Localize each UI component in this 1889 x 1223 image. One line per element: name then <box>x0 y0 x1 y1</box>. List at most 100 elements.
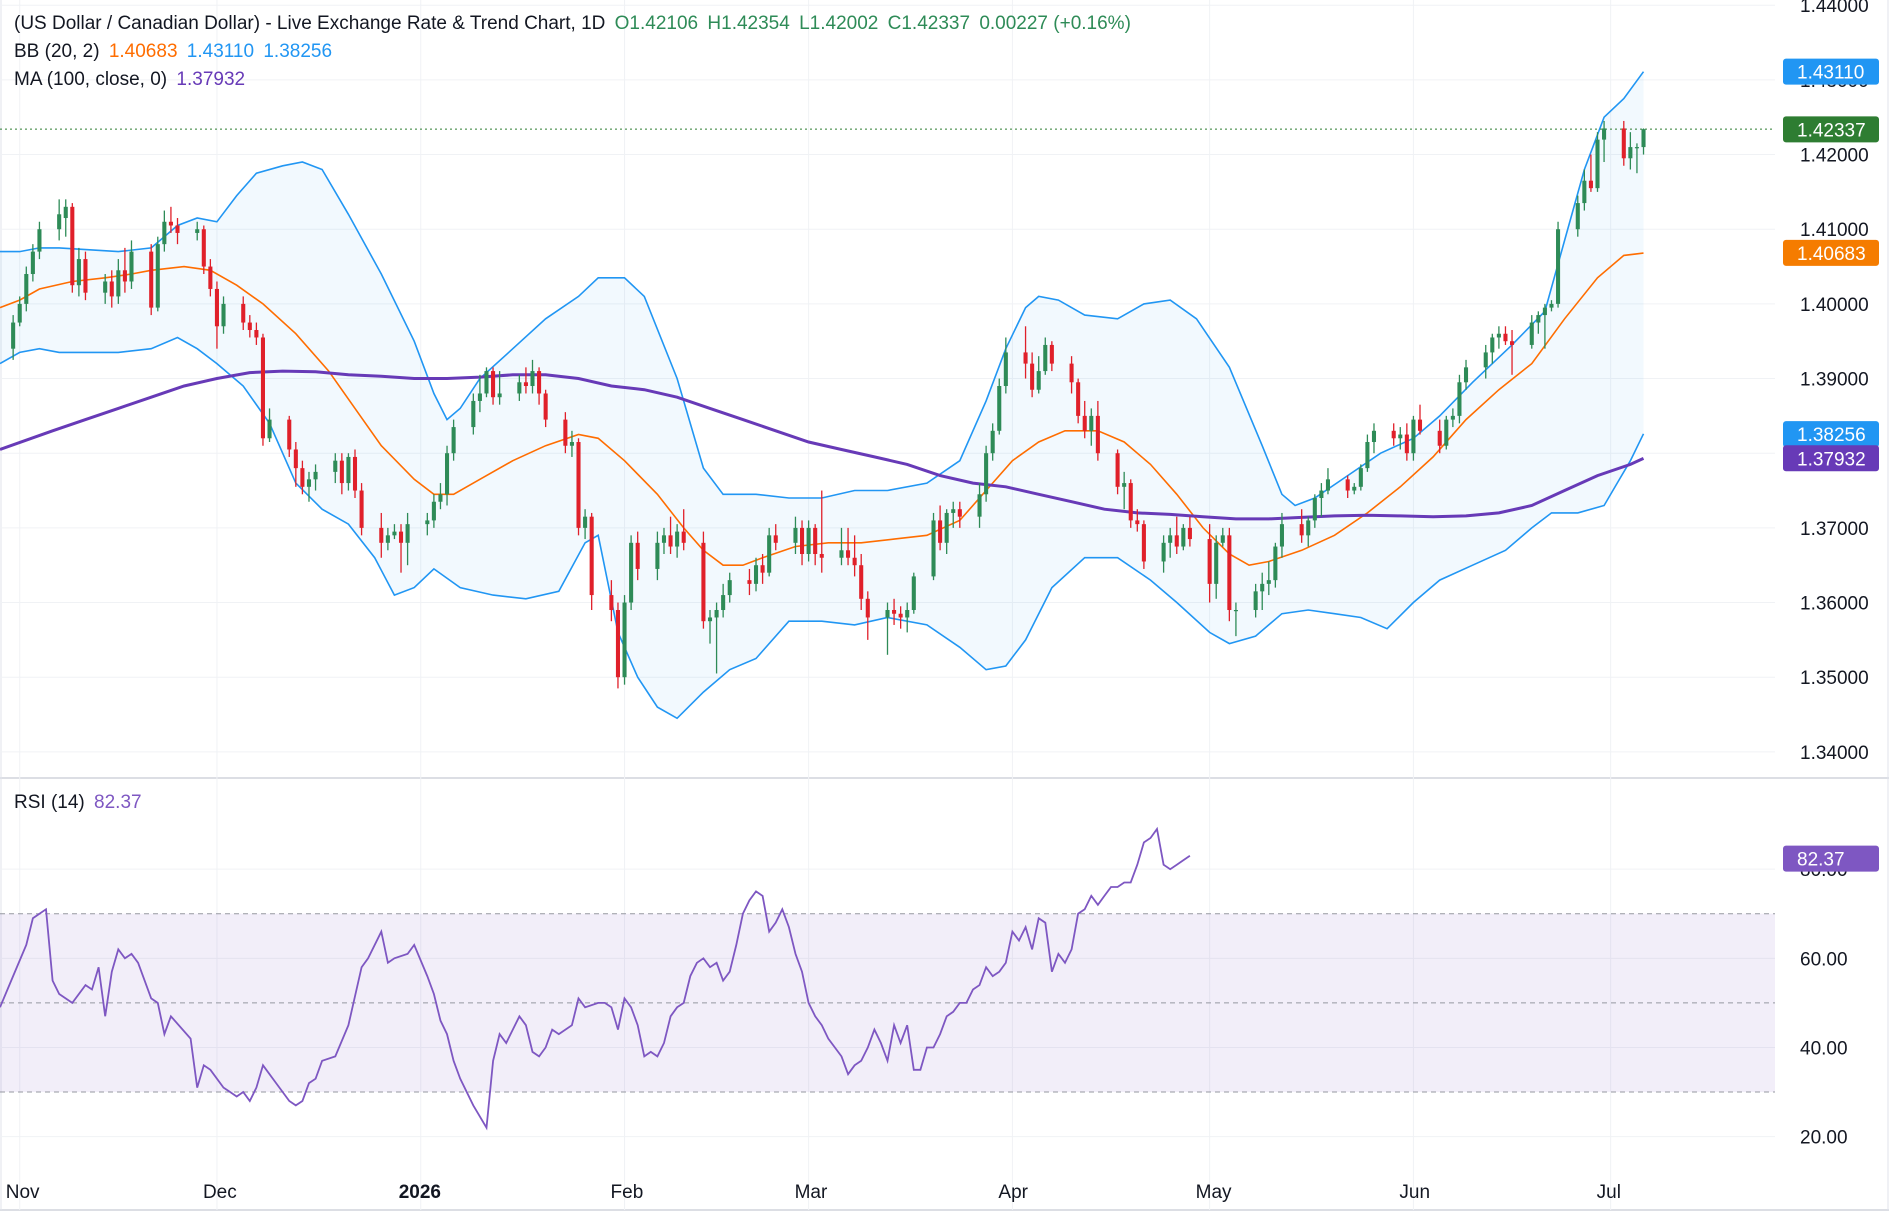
candle <box>260 333 266 446</box>
rsi-tick-label: 20.00 <box>1800 1128 1848 1149</box>
candle-body <box>352 456 358 491</box>
candle <box>1450 408 1455 428</box>
candle <box>1043 337 1048 375</box>
time-tick-label: Feb <box>611 1182 644 1203</box>
time-tick-label: Jul <box>1597 1182 1621 1203</box>
price-tag-text: 1.42337 <box>1797 120 1866 141</box>
candle <box>1398 427 1403 450</box>
bollinger-lower-line <box>0 336 1645 720</box>
candle <box>852 535 857 577</box>
candle-body <box>1483 352 1488 368</box>
candle-body <box>655 542 660 569</box>
rsi-tag: 82.37 <box>1783 845 1879 872</box>
candle <box>385 527 390 551</box>
candle-body <box>1003 352 1008 387</box>
candle <box>425 512 430 536</box>
price-tick-label: 1.39000 <box>1800 370 1869 391</box>
candle-body <box>484 371 489 394</box>
candle <box>1253 583 1258 618</box>
candle <box>11 315 16 360</box>
candle <box>300 460 305 495</box>
rsi-label: RSI (14) <box>14 792 85 813</box>
candle-body <box>1417 419 1423 431</box>
candle <box>1273 542 1278 588</box>
candle-body <box>392 531 397 536</box>
candle <box>1536 311 1541 334</box>
candle-body <box>109 281 114 297</box>
candle-body <box>707 617 713 622</box>
candle-body <box>1319 490 1324 499</box>
candle <box>760 554 765 584</box>
candle-body <box>1168 535 1173 543</box>
candle <box>1266 561 1271 596</box>
candle-body <box>701 542 706 622</box>
candle <box>1602 120 1607 163</box>
candle <box>1089 408 1094 446</box>
candle <box>444 445 450 506</box>
candle <box>247 315 252 338</box>
candle <box>635 531 640 581</box>
candle-body <box>155 244 160 308</box>
candle <box>727 572 732 603</box>
candle <box>1115 449 1120 495</box>
ohlc-change: 0.00227 (+0.16%) <box>979 13 1131 34</box>
candle-body <box>760 565 765 573</box>
candle <box>287 415 292 457</box>
candle <box>530 359 535 394</box>
candle-body <box>1463 367 1469 383</box>
candle <box>221 296 226 334</box>
candle-body <box>984 453 989 495</box>
candle-body <box>668 535 673 547</box>
candle <box>569 430 574 457</box>
candle-body <box>583 516 588 528</box>
bollinger-legend[interactable]: BB (20, 2) 1.40683 1.43110 1.38256 <box>14 41 336 63</box>
ma-legend[interactable]: MA (100, close, 0) 1.37932 <box>14 69 249 91</box>
candle <box>892 598 897 625</box>
candle-body <box>1299 524 1304 536</box>
chart-title: (US Dollar / Canadian Dollar) - Live Exc… <box>14 13 606 34</box>
price-tag-box <box>1783 239 1879 266</box>
candle <box>944 509 949 555</box>
candle <box>1575 195 1580 237</box>
candle-body <box>122 270 127 282</box>
candle <box>109 270 114 308</box>
candle-body <box>359 490 364 528</box>
candle-body <box>622 602 627 678</box>
candle <box>313 464 318 491</box>
candle <box>103 274 108 304</box>
price-tag-box <box>1783 116 1879 143</box>
candle-body <box>892 610 897 614</box>
candle-body <box>1595 139 1600 189</box>
candle <box>957 501 962 528</box>
candle <box>984 445 989 502</box>
candle <box>1135 509 1140 532</box>
candle-body <box>747 580 752 584</box>
candle <box>1030 352 1035 398</box>
candle-body <box>425 520 430 525</box>
candle <box>1069 356 1074 394</box>
bollinger-lower-value: 1.38256 <box>263 41 333 62</box>
candle <box>1220 527 1225 547</box>
candle <box>122 247 127 293</box>
rsi-legend[interactable]: RSI (14) 82.37 <box>14 792 146 814</box>
candle-body <box>313 471 318 480</box>
candle <box>1365 434 1370 472</box>
candle-body <box>1141 524 1146 562</box>
candle-body <box>398 531 404 543</box>
candle-body <box>523 382 528 387</box>
candle <box>1628 132 1633 170</box>
candle <box>622 595 627 685</box>
candle <box>1582 169 1587 211</box>
candle <box>990 423 995 461</box>
candle-body <box>70 206 75 286</box>
candle <box>1483 344 1488 379</box>
candle-body <box>260 337 266 439</box>
candle <box>83 251 88 301</box>
candle <box>30 244 35 282</box>
candle-body <box>1536 315 1541 323</box>
candle <box>707 610 713 644</box>
candle-body <box>24 274 29 304</box>
price-tag: 1.42337 <box>1783 116 1879 143</box>
candle-body <box>116 270 121 297</box>
